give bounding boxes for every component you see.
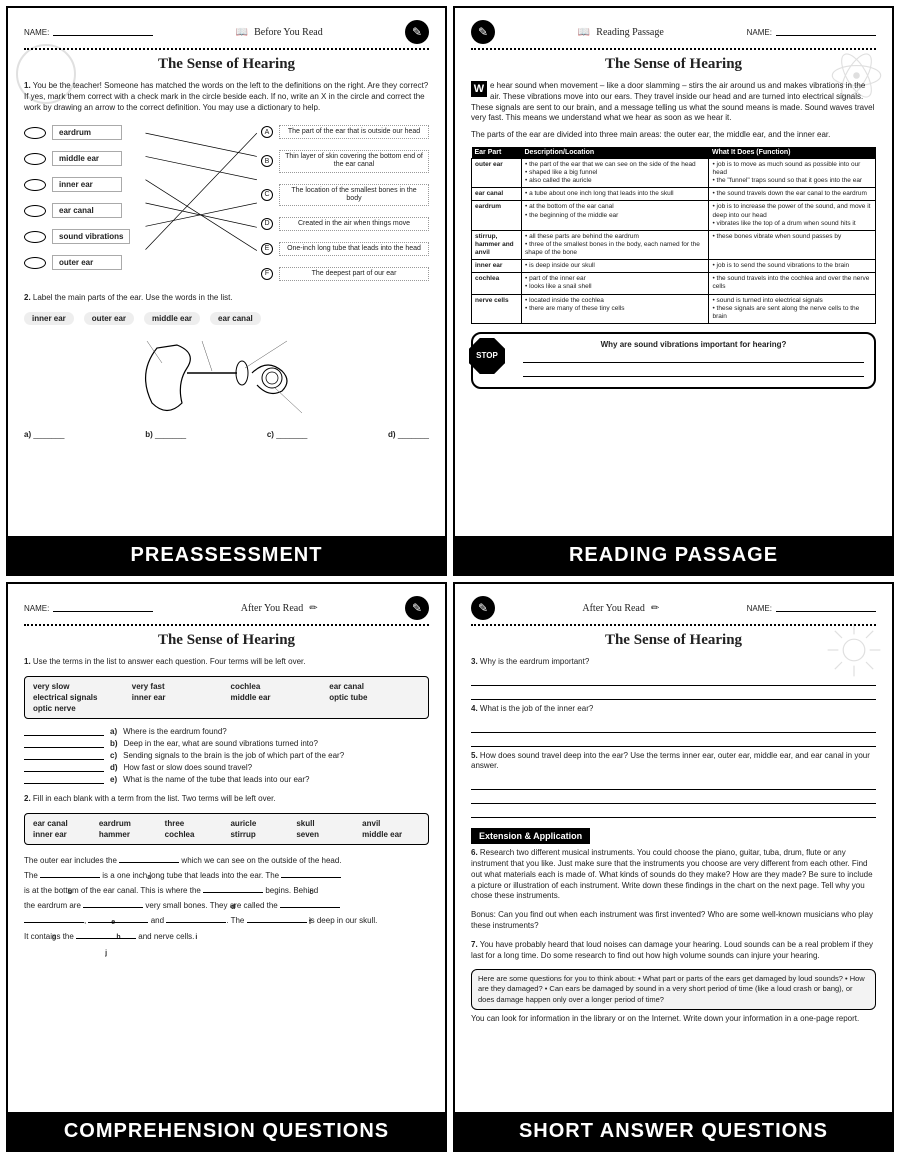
footer-label: PREASSESSMENT [8, 536, 445, 574]
q4: 4. What is the job of the inner ear? [471, 704, 876, 715]
list-item: c) Sending signals to the brain is the j… [24, 751, 429, 760]
section-tag: 📖Before You Read [236, 27, 323, 38]
q6-bonus: Bonus: Can you find out when each instru… [471, 910, 876, 932]
intro-paragraph: We hear sound when movement – like a doo… [471, 81, 876, 124]
name-label: NAME: [24, 28, 49, 37]
footer-label: READING PASSAGE [455, 536, 892, 574]
parts-intro: The parts of the ear are divided into th… [471, 130, 876, 141]
name-field: NAME: [24, 28, 153, 37]
match-term: eardrum [24, 125, 130, 140]
ear-diagram [24, 331, 429, 426]
q7-tail: You can look for information in the libr… [471, 1014, 876, 1025]
word-bank-2: ear canaleardrumthreeauricleskullanvilin… [24, 813, 429, 845]
page-reading: ✎ 📖Reading Passage NAME: The Sense of He… [453, 6, 894, 576]
match-def: DCreated in the air when things move [261, 217, 429, 231]
word-pills: inner earouter earmiddle earear canal [24, 312, 429, 325]
page-title: The Sense of Hearing [471, 632, 876, 649]
section-tag: After You Read✏ [241, 603, 318, 614]
match-term: ear canal [24, 203, 130, 218]
q1-items: a) Where is the eardrum found? b) Deep in… [24, 727, 429, 784]
page-comprehension: NAME: After You Read✏ ✎ The Sense of Hea… [6, 582, 447, 1152]
match-term: inner ear [24, 177, 130, 192]
match-term: sound vibrations [24, 229, 130, 244]
footer-label: COMPREHENSION QUESTIONS [8, 1112, 445, 1150]
table-row: cochlea• part of the inner ear• looks li… [472, 273, 876, 294]
table-row: nerve cells• located inside the cochlea•… [472, 294, 876, 323]
list-item: e) What is the name of the tube that lea… [24, 775, 429, 784]
hint-box: Here are some questions for you to think… [471, 969, 876, 1009]
section-tag: 📖Reading Passage [578, 27, 664, 38]
word-bank-1: very slowvery fastcochleaear canalelectr… [24, 676, 429, 719]
table-row: ear canal• a tube about one inch long th… [472, 188, 876, 201]
extension-header: Extension & Application [471, 828, 590, 844]
stop-question: STOP Why are sound vibrations important … [471, 332, 876, 389]
diagram-labels: a) _______ b) _______ c) _______ d) ____… [24, 430, 429, 439]
table-row: inner ear• is deep inside our skull• job… [472, 260, 876, 273]
matching-exercise: eardrum middle ear inner ear ear canal sound… [24, 121, 429, 284]
q1-instructions: 1. You be the teacher! Someone has match… [24, 81, 429, 113]
ear-parts-table: Ear Part Description/Location What It Do… [471, 147, 876, 324]
match-term: outer ear [24, 255, 130, 270]
match-def: FThe deepest part of our ear [261, 267, 429, 281]
q6: 6. Research two different musical instru… [471, 848, 876, 902]
name-field: NAME: [747, 28, 876, 37]
pencil-icon: ✎ [471, 596, 495, 620]
list-item: a) Where is the eardrum found? [24, 727, 429, 736]
pencil-icon: ✎ [405, 596, 429, 620]
table-row: stirrup, hammer and anvil• all these par… [472, 230, 876, 259]
pencil-icon: ✎ [405, 20, 429, 44]
page-title: The Sense of Hearing [471, 56, 876, 73]
q3: 3. Why is the eardrum important? [471, 657, 876, 668]
match-def: CThe location of the smallest bones in t… [261, 184, 429, 206]
page-title: The Sense of Hearing [24, 56, 429, 73]
name-field: NAME: [24, 604, 153, 613]
page-shortanswer: ✎ After You Read✏ NAME: The Sense of Hea… [453, 582, 894, 1152]
match-def: EOne-inch long tube that leads into the … [261, 242, 429, 256]
q2-instructions: 2. Fill in each blank with a term from t… [24, 794, 429, 805]
match-def: AThe part of the ear that is outside our… [261, 125, 429, 139]
name-field: NAME: [747, 604, 876, 613]
q1-instructions: 1. Use the terms in the list to answer e… [24, 657, 429, 668]
q2-instructions: 2. Label the main parts of the ear. Use … [24, 293, 429, 304]
match-term: middle ear [24, 151, 130, 166]
section-tag: After You Read✏ [582, 603, 659, 614]
q5: 5. How does sound travel deep into the e… [471, 751, 876, 773]
fill-paragraph: The outer ear includes the a which we ca… [24, 853, 429, 944]
match-def: BThin layer of skin covering the bottom … [261, 150, 429, 172]
pencil-icon: ✎ [471, 20, 495, 44]
page-title: The Sense of Hearing [24, 632, 429, 649]
list-item: b) Deep in the ear, what are sound vibra… [24, 739, 429, 748]
footer-label: SHORT ANSWER QUESTIONS [455, 1112, 892, 1150]
table-row: outer ear• the part of the ear that we c… [472, 158, 876, 187]
q7: 7. You have probably heard that loud noi… [471, 940, 876, 962]
worksheet-grid: NAME: 📖Before You Read ✎ The Sense of He… [0, 0, 900, 1158]
table-row: eardrum• at the bottom of the ear canal•… [472, 201, 876, 230]
list-item: d) How fast or slow does sound travel? [24, 763, 429, 772]
page-preassessment: NAME: 📖Before You Read ✎ The Sense of He… [6, 6, 447, 576]
